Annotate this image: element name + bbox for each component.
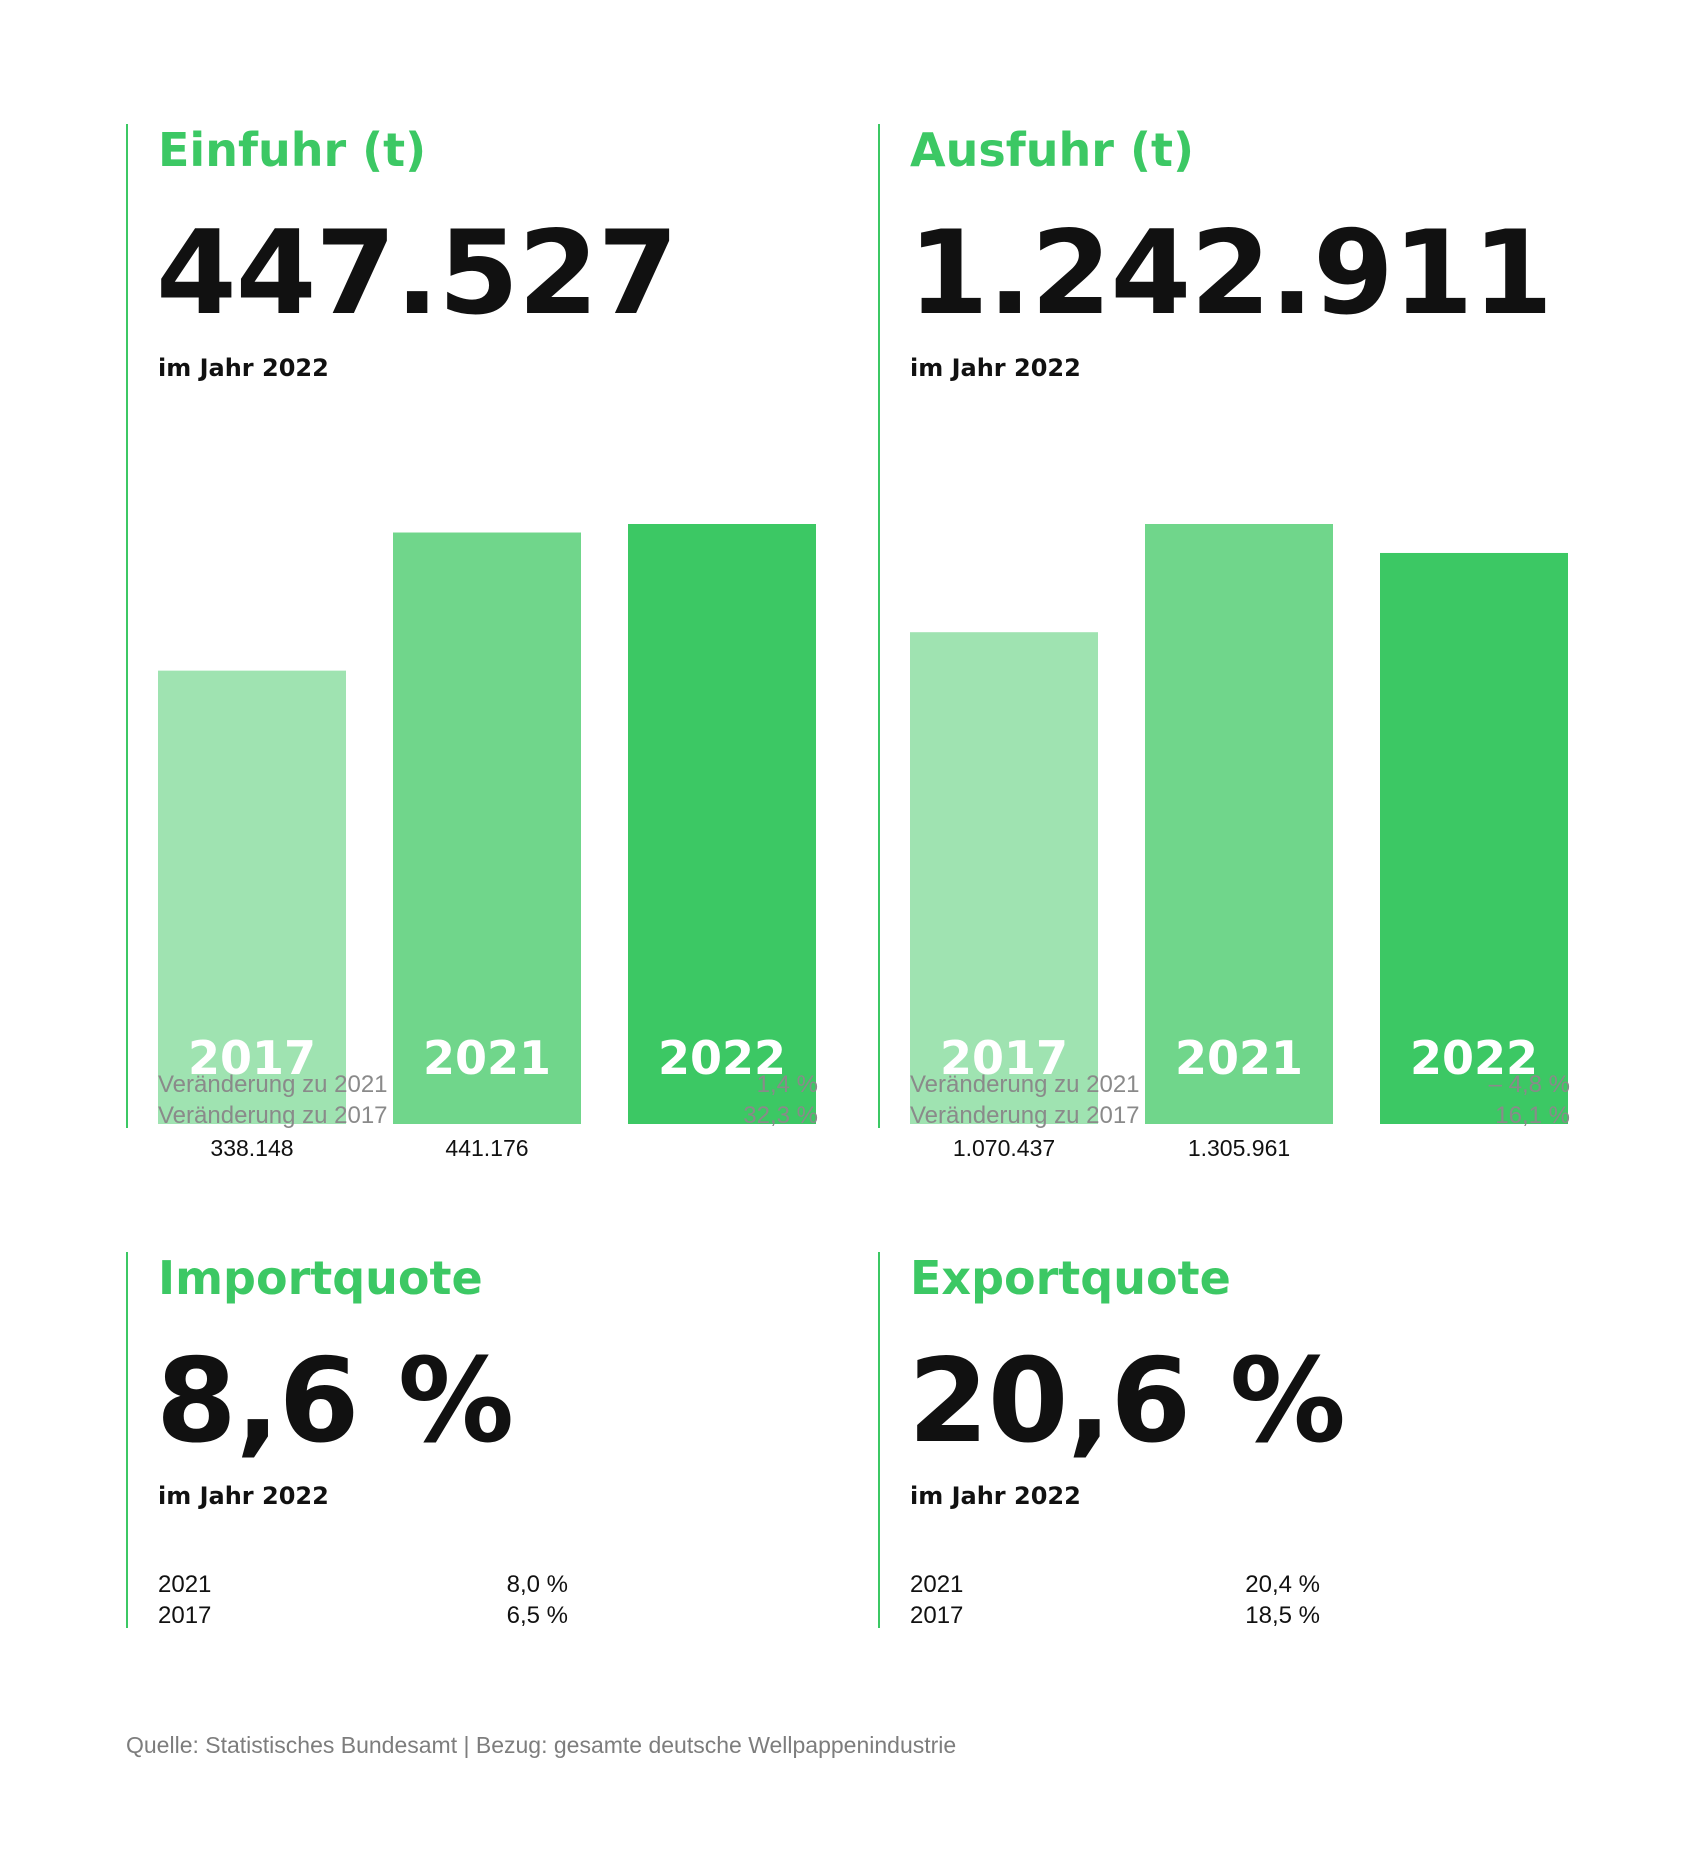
bar-category-label: 2017 (940, 1031, 1068, 1085)
einfuhr-title: Einfuhr (t) (158, 123, 427, 177)
bar-value-label: 338.148 (210, 1135, 293, 1161)
change-value: 16,1 % (1495, 1102, 1570, 1129)
ausfuhr-bar-chart: 2017 1.070.437 2021 1.305.961 2022 (910, 524, 1568, 1161)
change-value: 32,3 % (743, 1102, 818, 1129)
change-label: Veränderung zu 2021 (910, 1071, 1140, 1098)
ausfuhr-change-row: Veränderung zu 2017 16,1 % (910, 1101, 1570, 1131)
bar-category-label: 2022 (1410, 1031, 1538, 1085)
bar-2021 (393, 532, 581, 1124)
exportquote-history-row: 2021 20,4 % (910, 1570, 1320, 1600)
bar-2017 (158, 670, 346, 1124)
bar-category-label: 2021 (1175, 1031, 1303, 1085)
history-year: 2017 (910, 1602, 964, 1629)
bar-category-label: 2017 (188, 1031, 316, 1085)
exportquote-title: Exportquote (910, 1251, 1231, 1305)
history-year: 2021 (910, 1571, 964, 1598)
ausfuhr-panel: Ausfuhr (t) 1.242.911 im Jahr 2022 2017 1… (878, 123, 1580, 1161)
change-label: Veränderung zu 2017 (910, 1102, 1140, 1129)
ausfuhr-title: Ausfuhr (t) (910, 123, 1194, 177)
exportquote-panel: Exportquote 20,6 % im Jahr 2022 2021 20,… (878, 1251, 1580, 1631)
importquote-subtitle: im Jahr 2022 (158, 1482, 329, 1510)
bar-value-label: 1.305.961 (1188, 1135, 1290, 1161)
change-label: Veränderung zu 2021 (158, 1071, 388, 1098)
einfuhr-subtitle: im Jahr 2022 (158, 354, 329, 382)
importquote-value: 8,6 % (156, 1334, 514, 1469)
importquote-history-row: 2021 8,0 % (158, 1570, 568, 1600)
bar-value-label: 1.070.437 (953, 1135, 1055, 1161)
bar-2022 (1380, 552, 1568, 1124)
bar-2022 (628, 524, 816, 1124)
change-value: – 4,8 % (1488, 1071, 1570, 1098)
history-year: 2017 (158, 1602, 212, 1629)
bar-category-label: 2022 (658, 1031, 786, 1085)
ausfuhr-change-row: Veränderung zu 2021 – 4,8 % (910, 1070, 1570, 1100)
einfuhr-change-row: Veränderung zu 2017 32,3 % (158, 1101, 818, 1131)
einfuhr-panel: Einfuhr (t) 447.527 im Jahr 2022 2017 338… (126, 123, 828, 1161)
bar-value-label: 441.176 (445, 1135, 528, 1161)
einfuhr-change-row: Veränderung zu 2021 1,4 % (158, 1070, 818, 1100)
bar-2017 (910, 632, 1098, 1124)
change-value: 1,4 % (756, 1071, 818, 1098)
history-year: 2021 (158, 1571, 212, 1598)
bar-2021 (1145, 524, 1333, 1124)
importquote-history-row: 2017 6,5 % (158, 1601, 568, 1631)
bar-category-label: 2021 (423, 1031, 551, 1085)
einfuhr-value: 447.527 (156, 206, 678, 341)
history-value: 20,4 % (1245, 1571, 1320, 1598)
ausfuhr-subtitle: im Jahr 2022 (910, 354, 1081, 382)
source-footnote: Quelle: Statistisches Bundesamt | Bezug:… (126, 1732, 957, 1758)
change-label: Veränderung zu 2017 (158, 1102, 388, 1129)
history-value: 6,5 % (506, 1602, 568, 1629)
exportquote-subtitle: im Jahr 2022 (910, 1482, 1081, 1510)
einfuhr-bar-chart: 2017 338.148 2021 441.176 2022 (158, 524, 816, 1161)
history-value: 18,5 % (1245, 1602, 1320, 1629)
ausfuhr-value: 1.242.911 (908, 206, 1553, 341)
history-value: 8,0 % (506, 1571, 568, 1598)
importquote-title: Importquote (158, 1251, 483, 1305)
importquote-panel: Importquote 8,6 % im Jahr 2022 2021 8,0 … (126, 1251, 828, 1631)
exportquote-history-row: 2017 18,5 % (910, 1601, 1320, 1631)
exportquote-value: 20,6 % (908, 1334, 1346, 1469)
